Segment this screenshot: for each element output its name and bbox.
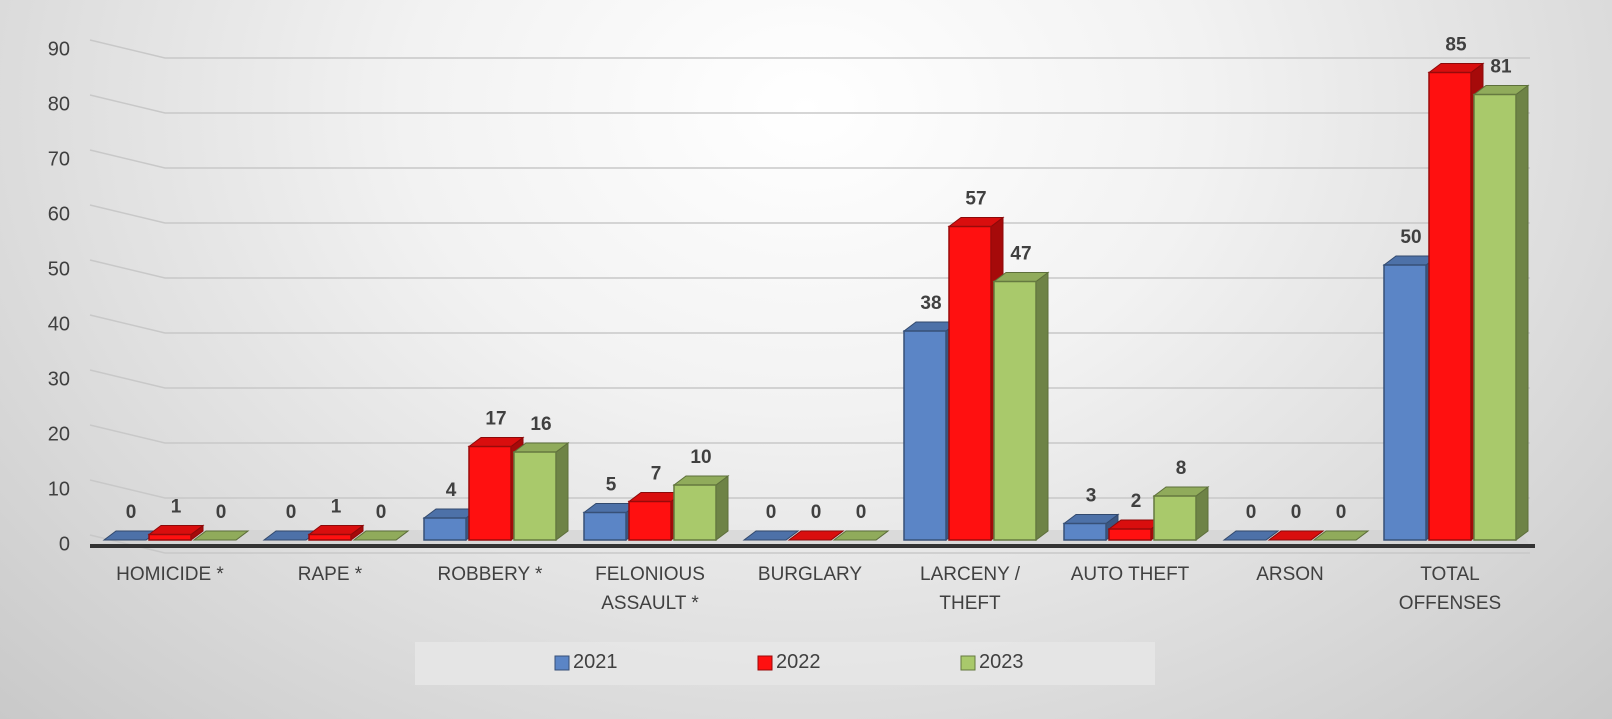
value-label: 81 xyxy=(1490,57,1512,78)
value-label: 17 xyxy=(485,409,506,430)
value-label: 0 xyxy=(811,502,822,523)
x-tick-label: ARSON xyxy=(1256,564,1324,585)
bar-top xyxy=(1312,530,1370,541)
grid-line xyxy=(89,204,1530,224)
value-label: 0 xyxy=(766,502,777,523)
x-tick-label: HOMICIDE * xyxy=(116,564,224,585)
value-label: 4 xyxy=(446,480,457,501)
bar xyxy=(423,517,467,541)
y-tick-label: 10 xyxy=(48,478,70,500)
bar-side xyxy=(1515,84,1529,541)
y-tick-label: 90 xyxy=(48,38,70,60)
value-label: 3 xyxy=(1086,486,1097,507)
x-tick-label: BURGLARY xyxy=(757,564,863,585)
y-tick-label: 80 xyxy=(48,93,70,115)
x-tick-label: RAPE * xyxy=(297,564,363,585)
grid-line xyxy=(89,534,1530,554)
value-label: 2 xyxy=(1131,491,1142,512)
value-label: 0 xyxy=(1246,502,1257,523)
value-label: 8 xyxy=(1176,458,1187,479)
x-tick-label: LARCENY / THEFT xyxy=(920,564,1020,614)
value-label: 7 xyxy=(651,464,662,485)
value-label: 1 xyxy=(331,497,342,518)
value-label: 16 xyxy=(530,414,551,435)
grid-line xyxy=(89,314,1530,334)
bar-top xyxy=(192,530,250,541)
value-label: 0 xyxy=(376,502,387,523)
value-label: 0 xyxy=(126,502,137,523)
value-label: 0 xyxy=(856,502,867,523)
bar xyxy=(513,451,557,541)
grid-line xyxy=(89,369,1530,389)
bar xyxy=(1153,495,1197,541)
x-tick-label: AUTO THEFT xyxy=(1070,564,1190,585)
grid-line xyxy=(89,94,1530,114)
y-tick-label: 60 xyxy=(48,203,70,225)
bar xyxy=(1428,71,1472,541)
grid-line xyxy=(89,149,1530,169)
bar-top xyxy=(742,530,800,541)
bar-top xyxy=(787,530,845,541)
x-tick-label: TOTAL OFFENSES xyxy=(1398,564,1502,614)
bar xyxy=(673,484,717,541)
bar xyxy=(583,511,627,541)
legend-label: 2021 xyxy=(573,651,618,673)
y-tick-label: 70 xyxy=(48,148,70,170)
bar xyxy=(1473,93,1517,541)
value-label: 1 xyxy=(171,497,182,518)
bar xyxy=(468,445,512,541)
grid-line xyxy=(89,259,1530,279)
y-tick-label: 30 xyxy=(48,368,70,390)
legend-box xyxy=(415,642,1155,685)
legend-swatch xyxy=(554,655,570,671)
bar xyxy=(628,500,672,541)
bar xyxy=(1108,528,1152,541)
legend-swatch xyxy=(757,655,773,671)
value-label: 10 xyxy=(690,447,711,468)
x-tick-label: ROBBERY * xyxy=(437,564,543,585)
value-label: 0 xyxy=(1291,502,1302,523)
bar-side xyxy=(555,442,569,541)
y-tick-label: 0 xyxy=(59,533,70,555)
value-label: 0 xyxy=(216,502,227,523)
value-label: 50 xyxy=(1400,227,1421,248)
grid-line xyxy=(89,424,1530,444)
value-label: 85 xyxy=(1445,35,1467,56)
bar xyxy=(308,533,352,541)
grid-line xyxy=(89,39,1530,59)
bar xyxy=(148,533,192,541)
legend-label: 2022 xyxy=(776,651,821,673)
y-tick-label: 20 xyxy=(48,423,70,445)
value-label: 0 xyxy=(286,502,297,523)
value-label: 47 xyxy=(1010,244,1031,265)
y-tick-label: 40 xyxy=(48,313,70,335)
bar xyxy=(903,330,947,541)
bar-side xyxy=(1035,271,1049,541)
value-label: 0 xyxy=(1336,502,1347,523)
bar-top xyxy=(352,530,410,541)
bar xyxy=(1383,264,1427,541)
bar xyxy=(948,225,992,541)
grid-line xyxy=(89,479,1530,499)
legend-label: 2023 xyxy=(979,651,1024,673)
bar xyxy=(1063,522,1107,541)
value-label: 5 xyxy=(606,475,617,496)
bar xyxy=(993,280,1037,541)
value-label: 57 xyxy=(965,189,986,210)
x-tick-label: FELONIOUS ASSAULT * xyxy=(595,564,705,614)
bar-top xyxy=(1222,530,1280,541)
bar-top xyxy=(1267,530,1325,541)
value-label: 38 xyxy=(920,293,941,314)
bar-top xyxy=(832,530,890,541)
y-tick-label: 50 xyxy=(48,258,70,280)
legend-swatch xyxy=(960,655,976,671)
bar-side xyxy=(715,475,729,541)
